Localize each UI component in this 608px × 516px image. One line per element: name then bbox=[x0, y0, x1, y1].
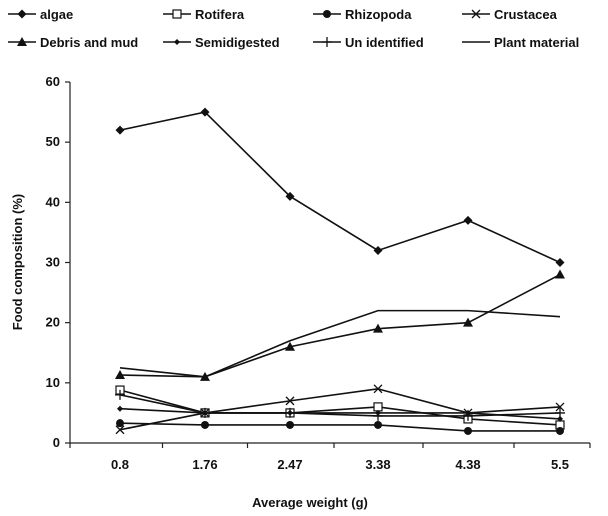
x-axis-label: Average weight (g) bbox=[252, 495, 368, 510]
y-tick-label: 60 bbox=[46, 74, 60, 89]
data-point-debris-and-mud bbox=[115, 370, 125, 380]
legend-item-crustacea: Crustacea bbox=[462, 7, 558, 22]
data-point-un-identified bbox=[285, 407, 295, 418]
data-point-rotifera bbox=[373, 402, 383, 412]
legend-label: Debris and mud bbox=[40, 35, 138, 50]
legend-label: Rotifera bbox=[195, 7, 245, 22]
data-point-crustacea bbox=[373, 384, 383, 394]
series-line-rhizopoda bbox=[119, 422, 560, 432]
data-point-un-identified bbox=[115, 389, 125, 400]
data-point-algae bbox=[115, 125, 125, 135]
chart-legend: algae Rotifera Rhizopoda Crustacea Debris an… bbox=[8, 7, 579, 50]
data-point-algae bbox=[373, 245, 383, 255]
series-line-semidigested bbox=[119, 407, 561, 420]
x-tick-label: 3.38 bbox=[365, 457, 390, 472]
legend-marker bbox=[322, 37, 332, 47]
data-point-rhizopoda bbox=[116, 419, 124, 428]
series-rhizopoda bbox=[116, 419, 564, 435]
legend-label: Rhizopoda bbox=[345, 7, 412, 22]
data-point-un-identified bbox=[200, 407, 210, 418]
y-tick-label: 20 bbox=[46, 315, 60, 330]
legend-label: Crustacea bbox=[494, 7, 558, 22]
series-algae bbox=[115, 107, 565, 267]
legend-marker bbox=[323, 10, 331, 18]
series-line-algae bbox=[119, 111, 561, 264]
x-tick-label: 5.5 bbox=[551, 457, 569, 472]
x-tick-label: 0.8 bbox=[111, 457, 129, 472]
legend-label: algae bbox=[40, 7, 73, 22]
data-point-algae bbox=[555, 258, 565, 267]
series-line-rotifera bbox=[119, 389, 561, 426]
data-point-un-identified bbox=[555, 407, 565, 418]
y-tick-label: 10 bbox=[46, 375, 60, 390]
x-tick-label: 1.76 bbox=[192, 457, 217, 472]
data-point-algae bbox=[200, 107, 210, 117]
legend-item-un-identified: Un identified bbox=[313, 35, 424, 50]
data-point-un-identified bbox=[373, 410, 383, 421]
legend-label: Semidigested bbox=[195, 35, 280, 50]
data-point-algae bbox=[463, 215, 473, 225]
legend-item-rotifera: Rotifera bbox=[163, 7, 245, 22]
chart-axes: 0 10 20 30 40 50 60 0.8 1.76 2.47 3.38 4.38 5.5 bbox=[46, 74, 591, 472]
legend-item-algae: algae bbox=[8, 7, 73, 22]
x-tick-label: 2.47 bbox=[277, 457, 302, 472]
chart-series-layer bbox=[115, 107, 565, 435]
x-tick-label: 4.38 bbox=[455, 457, 480, 472]
data-point-crustacea bbox=[115, 425, 125, 435]
data-point-debris-and-mud bbox=[373, 323, 383, 333]
data-point-debris-and-mud bbox=[463, 317, 473, 327]
series-line-plant-material bbox=[119, 309, 561, 378]
data-point-crustacea bbox=[285, 396, 295, 406]
legend-marker bbox=[17, 9, 27, 19]
legend-item-debris-and-mud: Debris and mud bbox=[8, 35, 138, 50]
series-plant-material bbox=[119, 309, 561, 378]
data-point-rhizopoda bbox=[286, 420, 294, 429]
legend-label: Plant material bbox=[494, 35, 579, 50]
legend-marker bbox=[174, 39, 180, 45]
data-point-debris-and-mud bbox=[555, 269, 565, 279]
legend-marker bbox=[172, 9, 182, 19]
series-crustacea bbox=[115, 384, 565, 435]
data-point-un-identified bbox=[463, 410, 473, 421]
series-line-debris-and-mud bbox=[119, 273, 561, 378]
series-line-un-identified bbox=[119, 394, 561, 417]
legend-item-plant-material: Plant material bbox=[462, 35, 579, 50]
data-point-semidigested bbox=[117, 405, 123, 412]
data-point-rhizopoda bbox=[201, 420, 209, 429]
series-un-identified bbox=[115, 389, 565, 421]
data-point-rhizopoda bbox=[556, 426, 564, 435]
legend-label: Un identified bbox=[345, 35, 424, 50]
data-point-rhizopoda bbox=[464, 426, 472, 435]
y-tick-label: 0 bbox=[53, 435, 60, 450]
legend-marker bbox=[471, 9, 481, 19]
data-point-algae bbox=[285, 191, 295, 201]
data-point-debris-and-mud bbox=[285, 341, 295, 351]
y-tick-label: 30 bbox=[46, 255, 60, 270]
data-point-semidigested bbox=[557, 415, 563, 422]
y-tick-label: 40 bbox=[46, 194, 60, 209]
y-tick-label: 50 bbox=[46, 134, 60, 149]
legend-item-semidigested: Semidigested bbox=[163, 35, 280, 50]
y-axis-label: Food composition (%) bbox=[10, 194, 25, 330]
series-debris-and-mud bbox=[115, 269, 565, 381]
data-point-crustacea bbox=[555, 402, 565, 412]
legend-marker bbox=[17, 37, 27, 46]
legend-item-rhizopoda: Rhizopoda bbox=[313, 7, 412, 22]
series-line-crustacea bbox=[119, 388, 561, 431]
data-point-rhizopoda bbox=[374, 420, 382, 429]
